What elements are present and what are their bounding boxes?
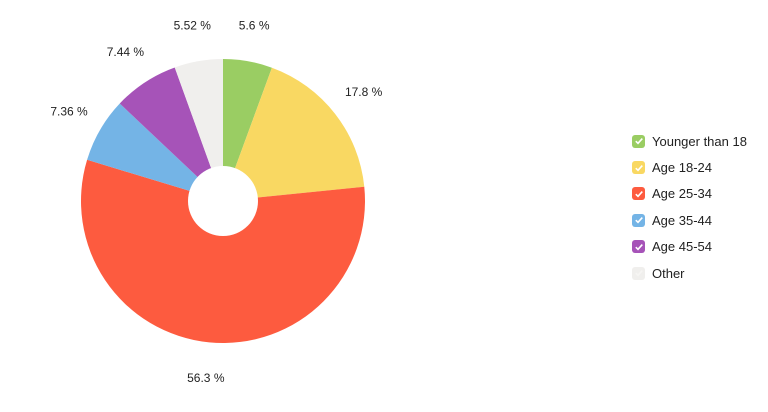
legend-label: Age 25-34 (652, 186, 712, 202)
pie-slice-age-45-54[interactable] (119, 67, 223, 201)
pie-slice-younger-than-18[interactable] (223, 59, 272, 201)
pie-slice-age-25-34[interactable] (80, 159, 365, 344)
chart-legend: Younger than 18 Age 18-24 Age 25-34 Age … (632, 128, 747, 286)
slice-value-label: 7.36 % (50, 105, 88, 119)
pie-slice-other[interactable] (174, 59, 223, 201)
chart-slices (80, 59, 365, 344)
checkbox-icon[interactable] (632, 213, 645, 227)
legend-item-age-25-34[interactable]: Age 25-34 (632, 181, 747, 207)
legend-label: Age 35-44 (652, 212, 712, 228)
legend-label: Age 18-24 (652, 160, 712, 176)
donut-chart: 5.6 % 17.8 % 56.3 % 7.36 % 7.44 % 5.52 % (50, 19, 382, 385)
checkbox-icon[interactable] (632, 266, 645, 280)
pie-slice-age-35-44[interactable] (87, 103, 223, 201)
legend-item-age-35-44[interactable]: Age 35-44 (632, 207, 747, 233)
legend-item-other[interactable]: Other (632, 260, 747, 286)
checkbox-icon[interactable] (632, 161, 645, 175)
slice-value-label: 56.3 % (187, 371, 225, 385)
legend-label: Age 45-54 (652, 239, 712, 255)
legend-item-age-18-24[interactable]: Age 18-24 (632, 154, 747, 180)
slice-value-label: 17.8 % (345, 85, 383, 99)
legend-item-younger-than-18[interactable]: Younger than 18 (632, 128, 747, 154)
pie-slice-age-18-24[interactable] (223, 67, 365, 201)
legend-item-age-45-54[interactable]: Age 45-54 (632, 234, 747, 260)
slice-labels: 5.6 % 17.8 % 56.3 % 7.36 % 7.44 % 5.52 % (50, 19, 382, 385)
checkbox-icon[interactable] (632, 134, 645, 148)
slice-value-label: 7.44 % (107, 45, 145, 59)
legend-label: Younger than 18 (652, 133, 747, 149)
legend-label: Other (652, 265, 685, 281)
slice-value-label: 5.52 % (174, 19, 212, 33)
slice-value-label: 5.6 % (239, 19, 270, 33)
donut-hole (188, 166, 258, 236)
checkbox-icon[interactable] (632, 187, 645, 201)
checkbox-icon[interactable] (632, 240, 645, 254)
